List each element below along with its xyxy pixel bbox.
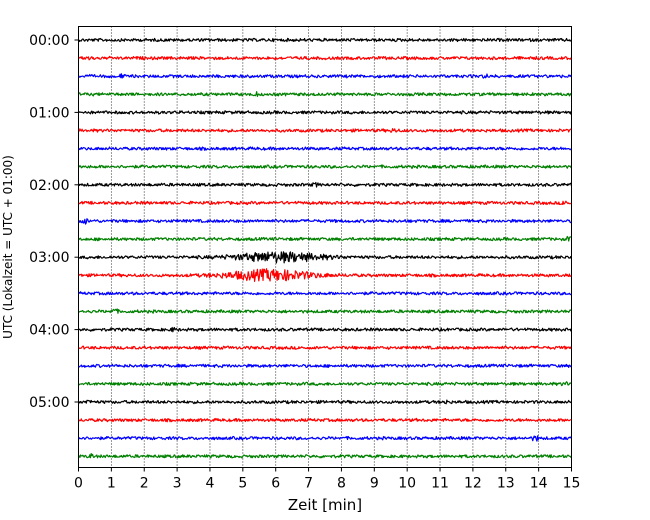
x-tick-label: 15: [563, 476, 581, 492]
x-tick-label: 6: [271, 476, 280, 492]
trace-row: [77, 218, 572, 225]
trace-row: [78, 308, 572, 314]
trace-row: [77, 181, 573, 188]
y-tick-label: 03:00: [29, 250, 69, 266]
x-tick-label: 14: [530, 476, 548, 492]
axis-ticks: 0 1 2 3 4 5 6 7 8 9 10 11 12 13 14 1500:0001:0002:0003:…: [29, 33, 580, 492]
trace-row: [78, 128, 572, 133]
y-tick-label: 05:00: [29, 395, 69, 411]
x-tick-label: 8: [337, 476, 346, 492]
trace-row: [78, 381, 572, 387]
traces: [77, 37, 573, 459]
trace-row: [78, 251, 572, 264]
x-axis-label: Zeit [min]: [288, 496, 362, 514]
trace-row: [78, 326, 573, 333]
trace-row: [78, 200, 572, 206]
x-tick-label: 1: [107, 476, 116, 492]
trace-row: [78, 110, 573, 115]
trace-row: [78, 452, 572, 459]
x-tick-label: 11: [431, 476, 449, 492]
x-tick-label: 7: [304, 476, 313, 492]
trace-row: [77, 73, 572, 79]
trace-row: [77, 37, 573, 43]
plot-frame: [78, 26, 572, 468]
trace-row: [77, 235, 572, 242]
x-tick-label: 12: [464, 476, 482, 492]
trace-row: [78, 291, 572, 296]
trace-row: [78, 55, 572, 61]
x-tick-label: 13: [497, 476, 515, 492]
y-tick-label: 02:00: [29, 178, 69, 194]
y-tick-label: 01:00: [29, 105, 69, 121]
trace-row: [77, 164, 572, 169]
trace-row: [78, 363, 572, 369]
trace-row: [78, 399, 572, 405]
x-tick-label: 4: [206, 476, 215, 492]
y-axis-label: UTC (Lokalzeit = UTC + 01:00): [1, 155, 15, 339]
x-tick-label: 5: [238, 476, 247, 492]
trace-row: [78, 146, 572, 151]
trace-row: [78, 268, 572, 283]
x-tick-label: 3: [173, 476, 182, 492]
x-tick-label: 2: [140, 476, 149, 492]
trace-row: [78, 435, 572, 442]
y-tick-label: 04:00: [29, 323, 69, 339]
x-tick-label: 10: [398, 476, 416, 492]
trace-row: [77, 417, 572, 423]
y-tick-label: 00:00: [29, 33, 69, 49]
x-tick-label: 9: [370, 476, 379, 492]
x-tick-label: 0: [74, 476, 83, 492]
trace-row: [77, 91, 573, 97]
trace-row: [78, 345, 573, 350]
